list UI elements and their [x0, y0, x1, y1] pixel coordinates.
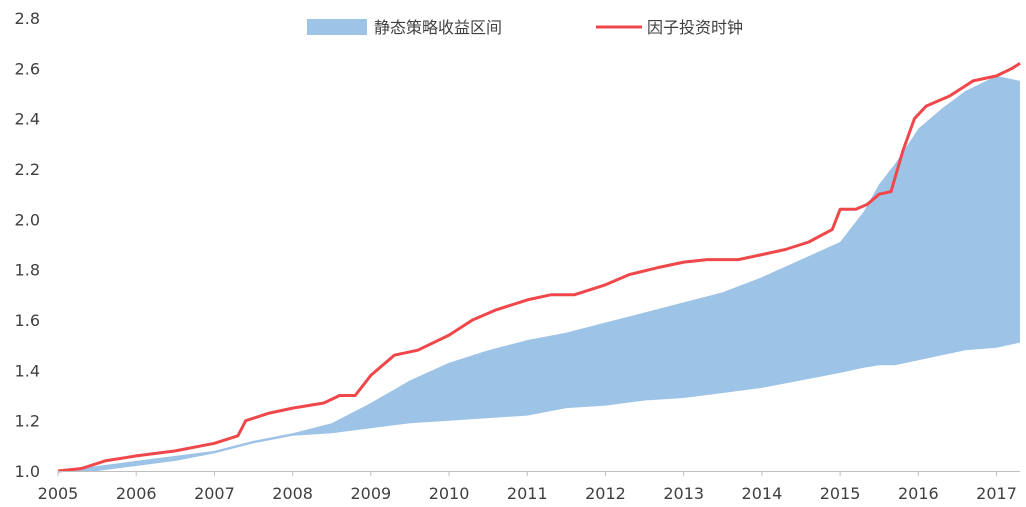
static-strategy-return-band: [58, 75, 1020, 472]
plot-area: [57, 62, 1021, 473]
x-axis-ticks: 2005 2006 2007 2008 2009 2010 2011 2012 2013 2014…: [38, 471, 1017, 503]
y-tick-label-2.8: 2.8: [15, 9, 40, 28]
x-tick-label-2013: 2013: [663, 484, 704, 503]
x-tick-label-2015: 2015: [820, 484, 861, 503]
legend-label-line: 因子投资时钟: [647, 18, 743, 37]
x-tick-label-2006: 2006: [116, 484, 157, 503]
x-tick-label-2009: 2009: [350, 484, 391, 503]
y-tick-label-2.0: 2.0: [15, 210, 40, 229]
x-tick-label-2010: 2010: [429, 484, 470, 503]
y-tick-label-1.6: 1.6: [15, 311, 40, 330]
factor-clock-line: [57, 62, 1021, 473]
y-tick-label-1.4: 1.4: [15, 361, 40, 380]
x-tick-label-2016: 2016: [898, 484, 939, 503]
x-tick-label-2008: 2008: [272, 484, 313, 503]
legend: 静态策略收益区间 因子投资时钟: [307, 18, 743, 37]
x-tick-label-2011: 2011: [507, 484, 548, 503]
x-tick-label-2007: 2007: [194, 484, 235, 503]
y-tick-label-2.4: 2.4: [15, 110, 40, 129]
x-tick-label-2012: 2012: [585, 484, 626, 503]
y-tick-label-2.2: 2.2: [15, 160, 40, 179]
legend-swatch-band: [307, 19, 367, 35]
x-tick-label-2014: 2014: [742, 484, 783, 503]
x-tick-label-2017: 2017: [976, 484, 1017, 503]
y-tick-label-1.0: 1.0: [15, 462, 40, 481]
y-axis-ticks: 1.0 1.2 1.4 1.6 1.8 2.0 2.2 2.4 2.6 2.8: [15, 9, 40, 481]
y-tick-label-1.8: 1.8: [15, 261, 40, 280]
legend-label-band: 静态策略收益区间: [374, 18, 502, 37]
x-tick-label-2005: 2005: [38, 484, 79, 503]
y-tick-label-2.6: 2.6: [15, 59, 40, 78]
y-tick-label-1.2: 1.2: [15, 412, 40, 431]
